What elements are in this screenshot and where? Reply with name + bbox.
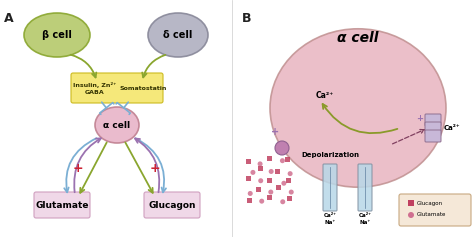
Bar [246, 159, 252, 164]
Bar [276, 185, 281, 190]
Ellipse shape [24, 13, 90, 57]
Circle shape [408, 212, 414, 218]
Text: +: + [271, 127, 279, 137]
Text: Ca²⁺: Ca²⁺ [358, 213, 372, 218]
FancyBboxPatch shape [71, 73, 163, 103]
Bar [267, 155, 273, 160]
Ellipse shape [95, 107, 139, 143]
FancyBboxPatch shape [144, 192, 200, 218]
Text: +: + [73, 161, 83, 174]
Bar [275, 169, 280, 174]
Text: Glucagon: Glucagon [148, 201, 196, 210]
Text: Ca²⁺: Ca²⁺ [323, 213, 337, 218]
Circle shape [257, 161, 263, 166]
Bar [408, 200, 414, 206]
Circle shape [280, 158, 285, 163]
Ellipse shape [270, 29, 446, 187]
Bar [286, 178, 291, 183]
FancyBboxPatch shape [34, 192, 90, 218]
Circle shape [282, 181, 286, 186]
Text: +: + [417, 114, 423, 123]
Text: δ cell: δ cell [164, 30, 193, 40]
Text: Depolarization: Depolarization [301, 152, 359, 158]
Text: +: + [150, 161, 160, 174]
FancyBboxPatch shape [399, 194, 471, 226]
Bar [247, 198, 252, 203]
Circle shape [280, 199, 285, 204]
Circle shape [275, 141, 289, 155]
Text: α cell: α cell [103, 120, 130, 129]
Circle shape [269, 169, 273, 174]
Bar [258, 166, 264, 171]
Text: B: B [242, 12, 252, 25]
Text: Glutamate: Glutamate [417, 213, 447, 218]
Circle shape [259, 199, 264, 204]
Text: α cell: α cell [337, 31, 379, 45]
Bar [256, 187, 261, 192]
Text: Glucagon: Glucagon [417, 201, 443, 205]
FancyBboxPatch shape [425, 130, 441, 142]
FancyBboxPatch shape [358, 164, 372, 211]
FancyBboxPatch shape [425, 114, 441, 126]
Text: Ca²⁺: Ca²⁺ [444, 125, 460, 131]
Text: β cell: β cell [42, 30, 72, 40]
Circle shape [288, 171, 292, 176]
Text: Insulin, Zn²⁺: Insulin, Zn²⁺ [73, 82, 117, 88]
Text: Glutamate: Glutamate [35, 201, 89, 210]
Ellipse shape [148, 13, 208, 57]
Bar [267, 195, 273, 200]
Bar [246, 176, 251, 181]
Bar [287, 196, 292, 201]
Text: Somatostatin: Somatostatin [119, 86, 167, 91]
Circle shape [258, 178, 263, 183]
Circle shape [248, 191, 253, 196]
Circle shape [289, 190, 294, 195]
Text: GABA: GABA [85, 91, 105, 96]
Text: Ca²⁺: Ca²⁺ [316, 91, 334, 100]
Bar [267, 178, 272, 183]
FancyBboxPatch shape [323, 164, 337, 211]
Text: A: A [4, 12, 14, 25]
Text: Na⁺: Na⁺ [324, 220, 336, 225]
Text: Na⁺: Na⁺ [359, 220, 371, 225]
FancyBboxPatch shape [425, 122, 441, 134]
Bar [285, 157, 291, 162]
Circle shape [268, 190, 273, 195]
Circle shape [250, 170, 255, 175]
